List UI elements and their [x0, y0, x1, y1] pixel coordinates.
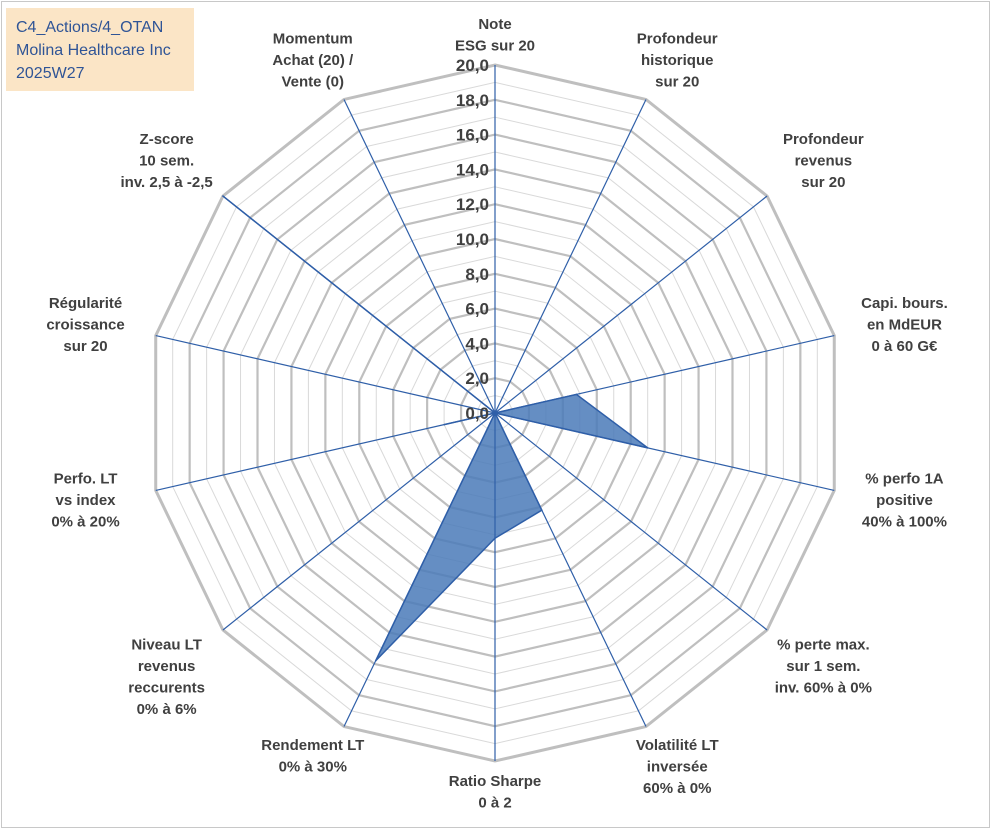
axis-label-line: inversée	[647, 759, 708, 776]
axis-label-line: Z-score	[140, 131, 194, 148]
axis-spoke	[155, 412, 496, 492]
tick-label: 20,0	[456, 56, 489, 75]
axis-label-line: Profondeur	[637, 30, 718, 47]
axis-label: Perfo. LT vs index 0% à 20%	[51, 470, 119, 530]
axis-label-line: Régularité	[49, 295, 122, 312]
axis-label-line: Note	[478, 16, 511, 33]
axis-label: % perte max. sur 1 sem. inv. 60% à 0%	[775, 637, 872, 697]
axis-label-line: revenus	[795, 152, 853, 169]
axis-label-line: sur 1 sem.	[786, 658, 860, 675]
title-box: C4_Actions/4_OTAN Molina Healthcare Inc …	[6, 8, 194, 91]
axis-label-line: % perte max.	[777, 637, 870, 654]
axis-label-line: 0 à 60 G€	[872, 338, 939, 355]
tick-label: 12,0	[456, 195, 489, 214]
axis-label: Niveau LT revenus reccurents 0% à 6%	[128, 637, 205, 719]
axis-label: Note ESG sur 20	[455, 16, 535, 55]
title-line-2: Molina Healthcare Inc	[16, 42, 171, 59]
axis-label: Capi. bours. en MdEUR 0 à 60 G€	[861, 295, 948, 355]
axis-spoke	[494, 412, 647, 727]
tick-label: 14,0	[456, 160, 489, 179]
tick-label: 10,0	[456, 230, 489, 249]
tick-label: 2,0	[465, 369, 489, 388]
axis-label-line: 40% à 100%	[862, 513, 947, 530]
axis-spoke	[222, 195, 496, 414]
axis-label-line: Profondeur	[783, 131, 864, 148]
axis-label-line: Volatilité LT	[636, 737, 719, 754]
tick-label: 16,0	[456, 126, 489, 145]
axis-label-line: en MdEUR	[867, 317, 942, 334]
axis-label: Profondeur historique sur 20	[637, 30, 718, 90]
axis-label: Momentum Achat (20) / Vente (0)	[272, 30, 354, 90]
axis-label-line: revenus	[138, 658, 196, 675]
axis-label-line: Vente (0)	[282, 73, 345, 90]
axis-spoke	[494, 334, 835, 414]
axis-spoke	[494, 412, 835, 492]
axis-label-line: vs index	[56, 492, 117, 509]
axis-labels: Note ESG sur 20 Profondeur historique sur 20…	[46, 16, 947, 812]
axis-label-line: sur 20	[63, 338, 107, 355]
axis-label-line: ESG sur 20	[455, 38, 535, 55]
axis-label-line: historique	[641, 52, 714, 69]
axis-label-line: Perfo. LT	[54, 470, 118, 487]
axis-label: Profondeur revenus sur 20	[783, 131, 864, 191]
axis-label-line: positive	[876, 492, 933, 509]
title-line-3: 2025W27	[16, 65, 85, 82]
axis-label-line: sur 20	[801, 174, 845, 191]
axis-spoke	[155, 334, 496, 414]
axis-label-line: 60% à 0%	[643, 780, 711, 797]
axis-spoke	[343, 99, 496, 414]
axis-label-line: Ratio Sharpe	[449, 773, 542, 790]
axis-label-line: Niveau LT	[131, 637, 202, 654]
tick-label: 18,0	[456, 91, 489, 110]
axis-label-line: Rendement LT	[261, 737, 364, 754]
axis-label-line: 10 sem.	[139, 152, 194, 169]
axis-label: Régularité croissance sur 20	[46, 295, 124, 355]
axis-label-line: inv. 2,5 à -2,5	[120, 174, 212, 191]
axis-label-line: 0% à 30%	[279, 759, 347, 776]
radial-tick-labels: 0,0 2,0 4,0 6,0 8,0 10,0 12,0 14,0 16,0 18,0 20,0	[456, 56, 489, 423]
axis-spokes	[155, 65, 835, 761]
tick-label: 8,0	[465, 265, 489, 284]
axis-label-line: 0% à 20%	[51, 513, 119, 530]
axis-label-line: % perfo 1A	[865, 470, 944, 487]
axis-label: Z-score 10 sem. inv. 2,5 à -2,5	[120, 131, 212, 191]
tick-label: 0,0	[465, 404, 489, 423]
axis-label: % perfo 1A positive 40% à 100%	[862, 470, 947, 530]
series-area	[222, 195, 649, 662]
axis-label-line: 0% à 6%	[137, 701, 197, 718]
axis-label-line: Achat (20) /	[272, 52, 354, 69]
axis-label-line: reccurents	[128, 680, 205, 697]
axis-spoke	[494, 412, 768, 631]
axis-label-line: Momentum	[273, 30, 353, 47]
axis-label-line: Capi. bours.	[861, 295, 948, 312]
axis-label-line: inv. 60% à 0%	[775, 680, 872, 697]
axis-label: Ratio Sharpe 0 à 2	[449, 773, 542, 812]
axis-spoke	[494, 99, 647, 414]
axis-spoke	[494, 195, 768, 414]
axis-label: Volatilité LT inversée 60% à 0%	[636, 737, 719, 797]
axis-spoke	[222, 412, 496, 631]
tick-label: 4,0	[465, 334, 489, 353]
axis-label: Rendement LT 0% à 30%	[261, 737, 364, 776]
axis-label-line: croissance	[46, 317, 124, 334]
axis-label-line: 0 à 2	[478, 795, 511, 812]
axis-label-line: sur 20	[655, 73, 699, 90]
axis-spoke	[343, 412, 496, 727]
title-line-1: C4_Actions/4_OTAN	[16, 19, 164, 36]
tick-label: 6,0	[465, 300, 489, 319]
